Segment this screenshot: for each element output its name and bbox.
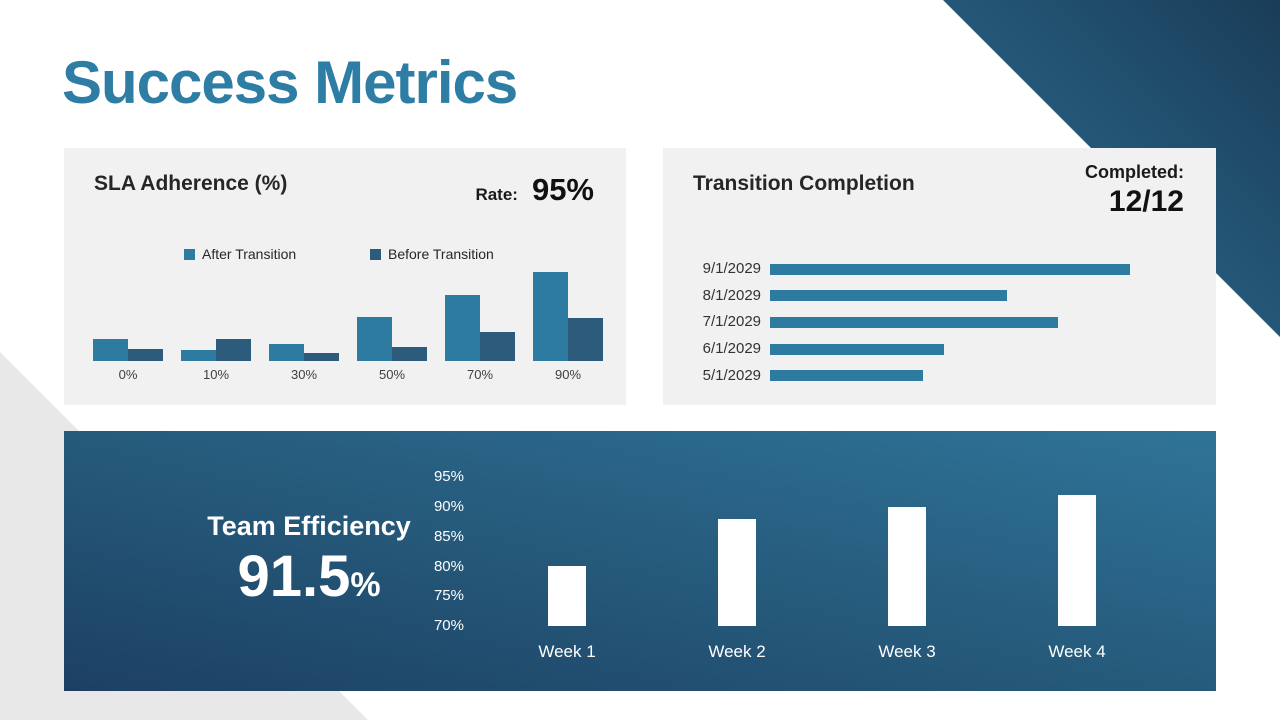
before-transition-bar: [392, 346, 427, 361]
completed-kpi: Completed: 12/12: [1085, 162, 1184, 219]
before-transition-bar: [304, 352, 339, 361]
x-axis-tick-label: 90%: [554, 367, 582, 382]
team-efficiency-number: 91.5: [237, 544, 351, 609]
weekly-efficiency-bar: [718, 518, 756, 626]
after-transition-bar: [357, 316, 392, 361]
x-axis-tick-label: 50%: [378, 367, 406, 382]
team-efficiency-title: Team Efficiency: [207, 511, 411, 541]
after-transition-bar: [93, 339, 128, 361]
slide-title: Success Metrics: [62, 49, 518, 116]
y-axis-tick-label: 85%: [433, 527, 464, 545]
weekly-efficiency-bar: [888, 506, 926, 626]
date-label: 9/1/2029: [702, 260, 761, 277]
legend-label: After Transition: [202, 246, 297, 262]
team-efficiency-kpi: Team Efficiency 91.5%: [144, 511, 474, 606]
legend-swatch: [184, 248, 195, 260]
completion-bar: [770, 290, 1007, 302]
before-transition-bar: [480, 331, 515, 361]
sla-rate-label: Rate:: [475, 185, 518, 204]
sla-adherence-panel: SLA Adherence (%) Rate: 95% After Transi…: [64, 148, 626, 405]
team-efficiency-unit: %: [350, 566, 381, 604]
completion-bar: [770, 370, 923, 382]
legend-label: Before Transition: [388, 246, 494, 262]
sla-panel-title: SLA Adherence (%): [94, 172, 288, 195]
week-axis-label: Week 2: [708, 642, 766, 661]
sla-rate-kpi: Rate: 95%: [475, 172, 594, 208]
y-axis-tick-label: 95%: [433, 468, 464, 486]
completion-bar: [770, 263, 1130, 275]
completed-label: Completed:: [1085, 162, 1184, 182]
date-label: 6/1/2029: [702, 340, 761, 358]
transition-completion-panel: Transition Completion Completed: 12/12 9…: [663, 148, 1216, 405]
y-axis-tick-label: 90%: [433, 498, 464, 516]
x-axis-tick-label: 0%: [118, 367, 138, 382]
transition-panel-title: Transition Completion: [693, 172, 915, 195]
completed-value: 12/12: [1108, 185, 1184, 218]
x-axis-tick-label: 30%: [290, 367, 318, 382]
x-axis-tick-label: 70%: [466, 367, 494, 382]
team-efficiency-value: 91.5%: [144, 548, 474, 606]
after-transition-bar: [533, 271, 568, 361]
completion-bar: [770, 316, 1058, 328]
before-transition-bar: [568, 317, 603, 361]
weekly-efficiency-bar: [548, 566, 586, 626]
before-transition-bar: [216, 339, 251, 361]
completion-bar: [770, 343, 944, 355]
week-axis-label: Week 4: [1048, 642, 1106, 661]
legend-swatch: [370, 248, 381, 260]
after-transition-bar: [445, 295, 480, 361]
weekly-efficiency-bar-chart: 95% 90% 85% 80% 75% 70% Week 1 Week 2 Week 3 Week…: [64, 431, 1216, 691]
x-axis-tick-label: 10%: [202, 367, 230, 382]
after-transition-bar: [269, 344, 304, 361]
team-efficiency-panel: Team Efficiency 91.5% 95% 90% 85% 80% 75% 70%…: [64, 431, 1216, 691]
before-transition-bar: [128, 348, 163, 361]
after-transition-bar: [181, 349, 216, 361]
y-axis-tick-label: 70%: [433, 617, 464, 634]
weekly-efficiency-bar: [1058, 494, 1096, 626]
date-label: 5/1/2029: [702, 366, 761, 384]
sla-grouped-bar-chart: After Transition Before Transition 0% 10% 30…: [64, 148, 626, 405]
y-axis-tick-label: 75%: [433, 587, 464, 605]
week-axis-label: Week 1: [538, 642, 596, 661]
date-label: 7/1/2029: [702, 313, 761, 331]
transition-hbar-chart: 9/1/2029 8/1/2029 7/1/2029 6/1/2029 5/1/2029: [663, 148, 1216, 405]
legend-item: Before Transition: [370, 246, 494, 262]
week-axis-label: Week 3: [878, 642, 936, 661]
sla-rate-value: 95%: [531, 172, 594, 207]
date-label: 8/1/2029: [702, 286, 761, 304]
legend-item: After Transition: [184, 246, 296, 262]
y-axis-tick-label: 80%: [433, 557, 464, 575]
